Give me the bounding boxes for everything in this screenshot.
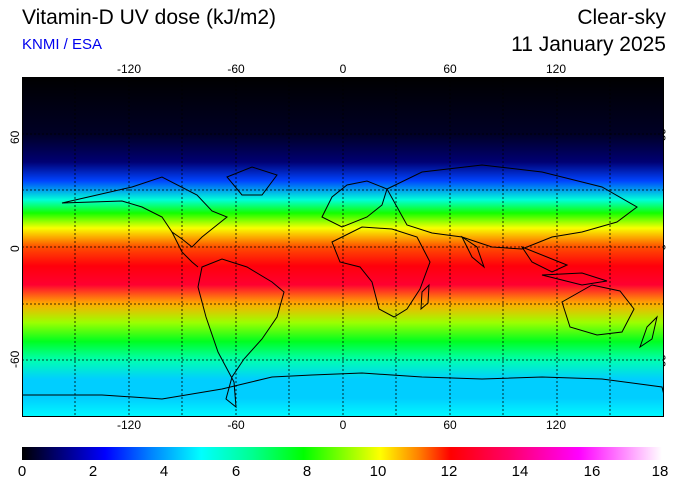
lon-label-bottom: -120	[116, 418, 142, 432]
colorbar-tick-label: 0	[17, 463, 27, 480]
colorbar-tick-label: 18	[651, 463, 669, 480]
coastline-southeast-asia	[520, 245, 569, 273]
lon-label-top: 0	[339, 62, 347, 76]
coastline-greenland	[226, 166, 278, 196]
colorbar-tick-label: 2	[88, 463, 98, 480]
colorbar	[22, 447, 662, 460]
coastline-antarctica	[22, 372, 664, 400]
colorbar-tick-label: 4	[159, 463, 169, 480]
coastline-asia	[386, 164, 638, 250]
map-title: Vitamin-D UV dose (kJ/m2)	[22, 6, 277, 29]
colorbar-tick-label: 14	[511, 463, 529, 480]
coastline-new-zealand	[639, 315, 658, 349]
coastline-madagascar	[420, 283, 430, 311]
lon-label-top: 60	[443, 62, 457, 76]
coastline-indonesia	[541, 272, 608, 286]
colorbar-tick-label: 16	[583, 463, 601, 480]
lon-label-top: -120	[116, 62, 142, 76]
coastline-central-america	[171, 231, 199, 268]
coastline-south-america	[197, 258, 285, 409]
lon-label-top: 120	[545, 62, 567, 76]
uv-dose-map	[22, 77, 664, 417]
source-credit: KNMI / ESA	[22, 36, 103, 53]
colorbar-tick-label: 10	[369, 463, 387, 480]
coastline-north-america	[61, 176, 228, 248]
sky-condition: Clear-sky	[577, 6, 666, 29]
colorbar-tick-label: 8	[302, 463, 312, 480]
coastlines	[22, 164, 664, 409]
lat-label-left: 60	[8, 130, 22, 144]
colorbar-tick-label: 6	[231, 463, 241, 480]
lon-label-bottom: 120	[545, 418, 567, 432]
graticule	[22, 77, 664, 417]
coastline-india	[460, 235, 486, 269]
lon-label-bottom: 0	[339, 418, 347, 432]
lon-label-bottom: 60	[443, 418, 457, 432]
lat-label-left: -60	[8, 350, 22, 368]
lat-label-left: 0	[8, 245, 22, 252]
map-date: 11 January 2025	[511, 33, 666, 56]
colorbar-tick-label: 12	[440, 463, 458, 480]
lon-label-top: -60	[227, 62, 245, 76]
map-frame	[22, 77, 664, 417]
lon-label-bottom: -60	[227, 418, 245, 432]
coastline-africa	[331, 226, 431, 318]
coastline-australia	[561, 284, 635, 336]
